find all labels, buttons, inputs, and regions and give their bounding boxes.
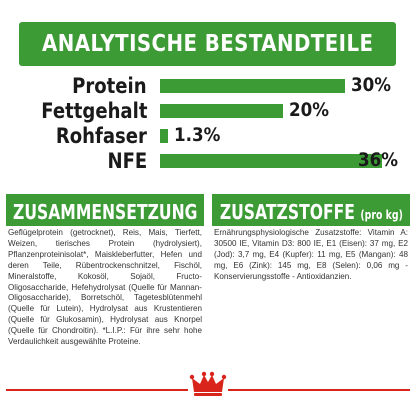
analysis-bar — [160, 79, 345, 93]
analysis-label: Rohfaser — [55, 124, 147, 148]
analysis-label: Fettgehalt — [40, 99, 147, 123]
additives-panel: ZUSATZSTOFFE (pro kg) Ernährungsphysiolo… — [212, 194, 410, 344]
analysis-value: 30% — [351, 74, 392, 96]
analysis-row-protein: Protein 30% — [0, 74, 415, 98]
analysis-bar — [160, 104, 284, 118]
header-banner: ANALYTISCHE BESTANDTEILE — [19, 22, 396, 66]
additives-text: Ernährungsphysiologische Zusatzstoffe: V… — [212, 226, 410, 344]
composition-header: ZUSAMMENSETZUNG — [6, 194, 204, 230]
additives-subtitle: (pro kg) — [360, 208, 403, 222]
composition-title: ZUSAMMENSETZUNG — [12, 200, 198, 224]
footer-divider-right — [228, 389, 410, 391]
analysis-bar — [160, 154, 382, 168]
analysis-bar — [160, 129, 169, 143]
additives-title-wrap: ZUSATZSTOFFE (pro kg) — [219, 200, 402, 224]
analysis-value: 36% — [358, 149, 399, 171]
analysis-value: 1.3% — [174, 124, 221, 146]
composition-text: Geflügelprotein (getrocknet), Reis, Mais… — [6, 226, 204, 347]
analysis-row-nfe: NFE 36% — [0, 149, 415, 173]
crown-icon — [189, 371, 227, 396]
page-title: ANALYTISCHE BESTANDTEILE — [41, 31, 374, 57]
composition-panel: ZUSAMMENSETZUNG Geflügelprotein (getrock… — [6, 194, 204, 347]
analysis-row-rohfaser: Rohfaser 1.3% — [0, 124, 415, 148]
analysis-value: 20% — [289, 99, 330, 121]
additives-header: ZUSATZSTOFFE (pro kg) — [212, 194, 410, 230]
analysis-chart: Protein 30% Fettgehalt 20% Rohfaser 1.3%… — [0, 70, 415, 180]
analysis-label: Protein — [72, 74, 147, 98]
footer-divider-left — [6, 389, 188, 391]
analysis-row-fettgehalt: Fettgehalt 20% — [0, 99, 415, 123]
analysis-label: NFE — [107, 149, 147, 173]
footer — [0, 362, 415, 402]
additives-title: ZUSATZSTOFFE — [219, 200, 355, 224]
